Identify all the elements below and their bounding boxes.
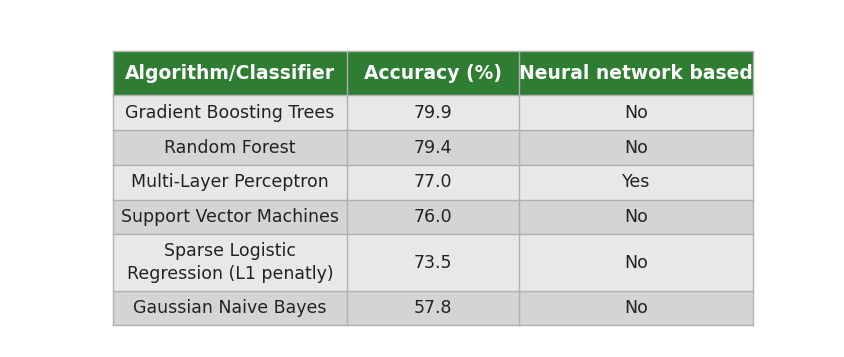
Text: Accuracy (%): Accuracy (%) — [364, 64, 501, 83]
Bar — [346, 200, 519, 234]
Text: 79.9: 79.9 — [414, 104, 452, 122]
Text: 79.4: 79.4 — [414, 139, 452, 156]
Text: 73.5: 73.5 — [414, 253, 452, 272]
Text: Gaussian Naive Bayes: Gaussian Naive Bayes — [133, 299, 327, 317]
Bar — [113, 291, 346, 326]
Bar — [113, 51, 346, 95]
Text: Gradient Boosting Trees: Gradient Boosting Trees — [125, 104, 334, 122]
Bar — [113, 200, 346, 234]
Text: Yes: Yes — [621, 173, 649, 191]
Bar — [113, 234, 346, 291]
Text: 77.0: 77.0 — [414, 173, 452, 191]
Bar — [346, 95, 519, 130]
Text: Random Forest: Random Forest — [165, 139, 295, 156]
Bar — [519, 200, 752, 234]
Text: No: No — [624, 208, 647, 226]
Bar — [519, 51, 752, 95]
Text: 76.0: 76.0 — [414, 208, 452, 226]
Bar — [346, 165, 519, 200]
Bar — [519, 165, 752, 200]
Bar — [113, 130, 346, 165]
Text: Support Vector Machines: Support Vector Machines — [121, 208, 338, 226]
Bar — [519, 95, 752, 130]
Bar — [346, 291, 519, 326]
Text: Multi-Layer Perceptron: Multi-Layer Perceptron — [131, 173, 328, 191]
Text: No: No — [624, 139, 647, 156]
Bar — [519, 291, 752, 326]
Bar — [346, 130, 519, 165]
Text: Neural network based: Neural network based — [518, 64, 752, 83]
Text: No: No — [624, 104, 647, 122]
Text: No: No — [624, 299, 647, 317]
Bar — [519, 234, 752, 291]
Bar — [113, 95, 346, 130]
Bar — [519, 130, 752, 165]
Text: 57.8: 57.8 — [414, 299, 452, 317]
Bar — [346, 51, 519, 95]
Bar — [346, 234, 519, 291]
Bar — [113, 165, 346, 200]
Text: No: No — [624, 253, 647, 272]
Text: Sparse Logistic
Regression (L1 penatly): Sparse Logistic Regression (L1 penatly) — [127, 242, 333, 283]
Text: Algorithm/Classifier: Algorithm/Classifier — [125, 64, 335, 83]
